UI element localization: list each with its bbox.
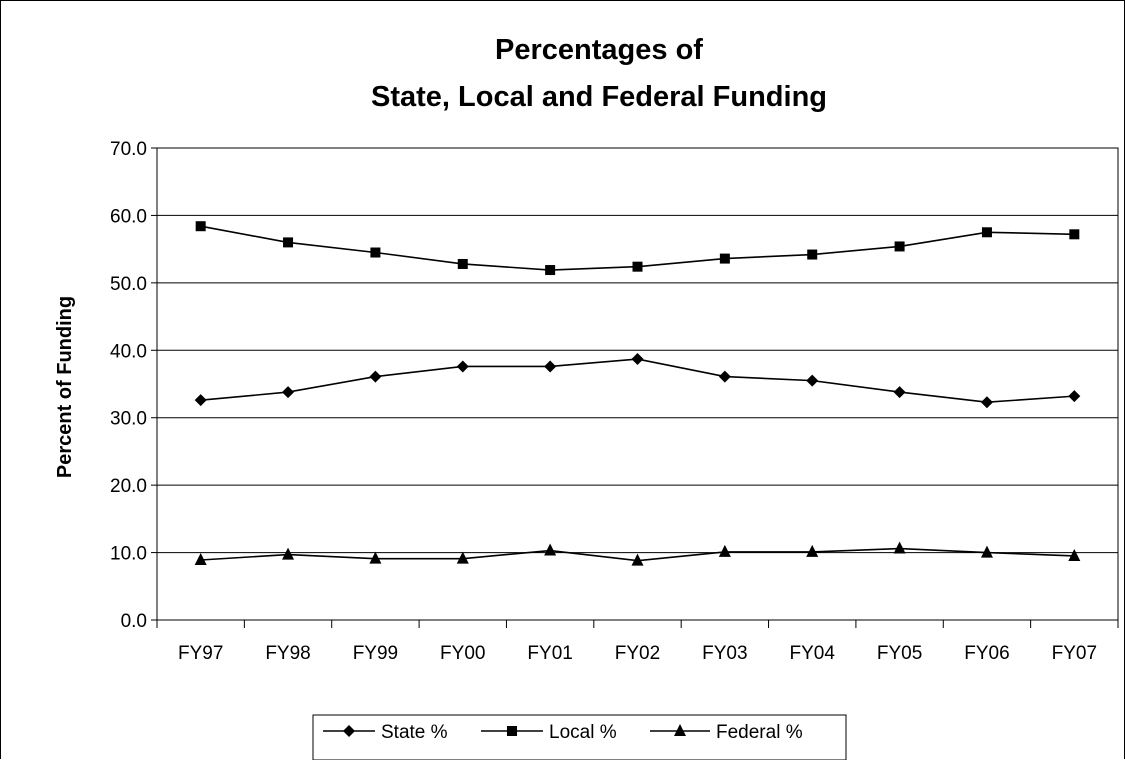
y-tick-label: 70.0	[110, 139, 147, 160]
series-federal	[194, 541, 1081, 566]
legend-box	[312, 714, 847, 760]
x-tick-label: FY99	[353, 643, 398, 664]
data-point-state	[544, 360, 557, 373]
data-point-state	[456, 360, 469, 373]
data-point-state	[718, 370, 731, 383]
y-tick-labels: 0.0 10.0 20.0 30.0 40.0 50.0 60.0 70.0	[110, 139, 147, 632]
x-tick-label: FY04	[790, 643, 836, 664]
data-point-federal	[806, 544, 819, 557]
plot-area-border	[156, 147, 1119, 621]
legend-item-state: State %	[323, 722, 448, 743]
x-tick-label: FY97	[178, 643, 223, 664]
legend-label: Federal %	[716, 722, 803, 743]
x-tick-label: FY05	[877, 643, 922, 664]
legend-item-federal: Federal %	[650, 722, 803, 743]
data-point-local	[1069, 229, 1080, 240]
y-tick-label: 0.0	[121, 611, 147, 632]
data-point-local	[719, 253, 730, 264]
data-point-state	[369, 370, 382, 383]
data-point-state	[806, 374, 819, 387]
legend-label: State %	[381, 722, 448, 743]
x-tick-label: FY01	[527, 643, 572, 664]
data-point-local	[195, 221, 206, 232]
data-point-local	[370, 247, 381, 258]
data-point-local	[981, 227, 992, 238]
y-tick-label: 10.0	[110, 544, 147, 565]
gridlines	[157, 147, 1118, 554]
data-point-federal	[544, 543, 557, 556]
legend-marker	[674, 724, 686, 736]
y-tick-label: 60.0	[110, 206, 147, 227]
data-point-local	[632, 261, 643, 272]
legend-label: Local %	[549, 722, 617, 743]
x-tick-label: FY02	[615, 643, 660, 664]
y-tick-label: 20.0	[110, 476, 147, 497]
y-tick-label: 50.0	[110, 274, 147, 295]
data-point-state	[893, 386, 906, 399]
data-point-state	[282, 386, 295, 399]
data-point-local	[807, 249, 818, 260]
x-tick-label: FY98	[265, 643, 310, 664]
data-point-state	[631, 353, 644, 366]
data-point-federal	[282, 547, 295, 560]
x-tick-label: FY07	[1052, 643, 1097, 664]
x-tick-label: FY03	[702, 643, 747, 664]
data-point-state	[194, 394, 207, 407]
series-lines	[194, 221, 1081, 566]
y-tick-label: 40.0	[110, 341, 147, 362]
data-point-federal	[631, 553, 644, 566]
x-tick-label: FY00	[440, 643, 485, 664]
data-point-local	[283, 237, 294, 248]
legend-marker	[507, 726, 517, 736]
data-point-federal	[718, 544, 731, 557]
data-point-federal	[893, 541, 906, 554]
legend: State % Local % Federal %	[312, 714, 847, 760]
chart-title-line-2: State, Local and Federal Funding	[371, 81, 827, 113]
data-point-federal	[1068, 548, 1081, 561]
data-point-federal	[369, 551, 382, 564]
series-local	[195, 221, 1080, 276]
chart-title-line-1: Percentages of	[495, 34, 703, 66]
y-axis-label: Percent of Funding	[54, 296, 76, 478]
series-line-state	[200, 358, 1075, 404]
data-point-local	[894, 241, 905, 252]
data-point-state	[980, 396, 993, 409]
series-state	[194, 353, 1081, 409]
x-tick-label: FY06	[964, 643, 1009, 664]
data-point-state	[1068, 390, 1081, 403]
y-tick-label: 30.0	[110, 409, 147, 430]
data-point-federal	[456, 551, 469, 564]
data-point-local	[545, 265, 556, 276]
legend-marker	[343, 725, 355, 737]
data-point-federal	[980, 545, 993, 558]
data-point-local	[457, 258, 468, 269]
data-point-federal	[194, 552, 207, 565]
legend-item-local: Local %	[481, 722, 617, 743]
x-tick-labels: FY97 FY98 FY99 FY00 FY01 FY02 FY03 FY04 FY05 FY06…	[178, 643, 1097, 664]
axes	[151, 147, 1119, 628]
